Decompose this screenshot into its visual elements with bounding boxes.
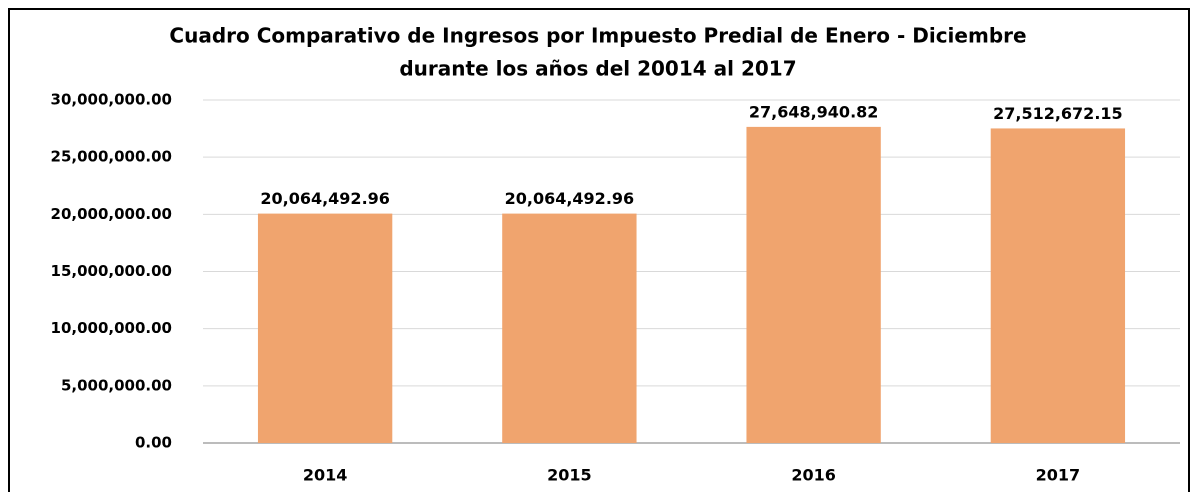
chart-border — [8, 8, 1190, 492]
bar — [990, 128, 1126, 443]
chart-title: Cuadro Comparativo de Ingresos por Impue… — [169, 24, 1026, 48]
x-tick-label: 2016 — [791, 466, 836, 485]
x-tick-label: 2017 — [1036, 466, 1081, 485]
chart-title: durante los años del 20014 al 2017 — [399, 57, 796, 81]
y-tick-label: 10,000,000.00 — [51, 319, 172, 337]
y-tick-label: 5,000,000.00 — [61, 376, 172, 394]
y-tick-label: 15,000,000.00 — [51, 262, 172, 280]
x-tick-label: 2014 — [303, 466, 348, 485]
value-label: 20,064,492.96 — [260, 189, 390, 208]
value-label: 27,648,940.82 — [749, 102, 879, 121]
y-tick-label: 25,000,000.00 — [51, 148, 172, 166]
bar — [746, 126, 881, 444]
bar — [257, 213, 393, 443]
y-tick-label: 0.00 — [135, 434, 172, 452]
bar — [502, 213, 637, 443]
y-tick-label: 30,000,000.00 — [51, 91, 172, 109]
y-tick-label: 20,000,000.00 — [51, 205, 172, 223]
value-label: 20,064,492.96 — [505, 189, 635, 208]
x-tick-label: 2015 — [547, 466, 592, 485]
value-label: 27,512,672.15 — [993, 104, 1123, 123]
